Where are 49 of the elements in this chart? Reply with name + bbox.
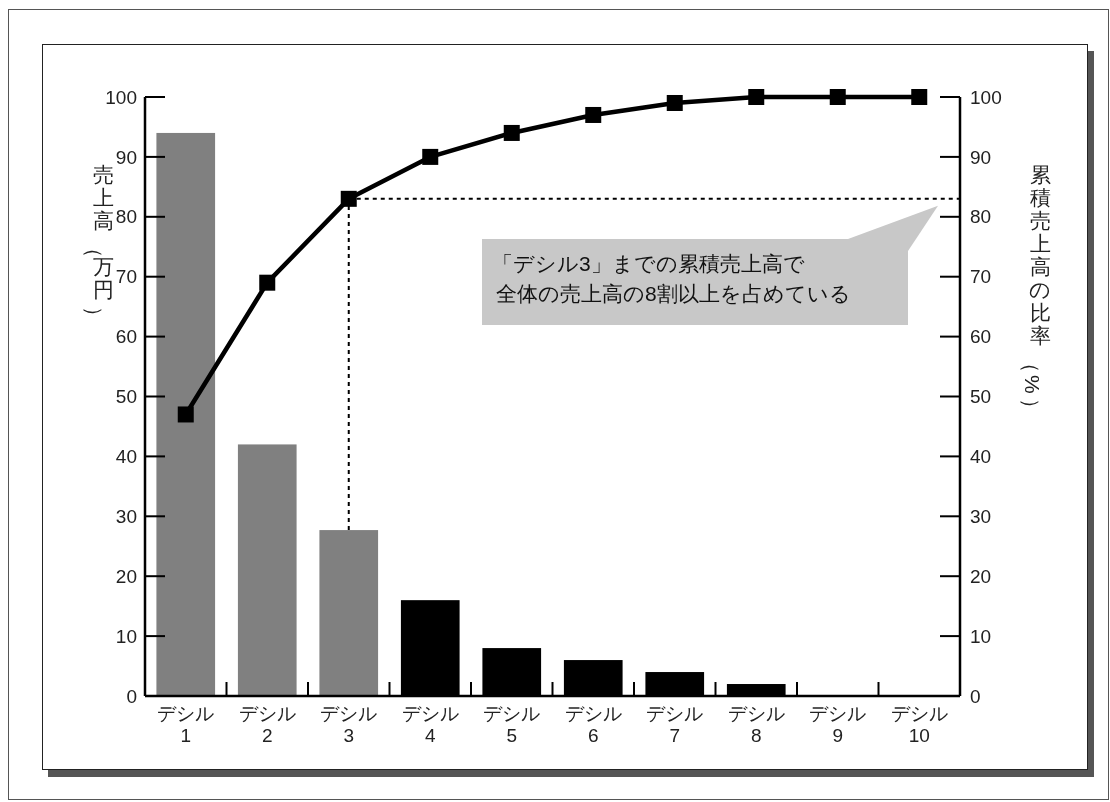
x-tick-label: デシル 8	[727, 703, 785, 746]
y2-tick-label: 80	[970, 206, 992, 228]
point	[911, 89, 928, 105]
x-tick-label: デシル 10	[890, 703, 948, 746]
x-tick-label: デシル 5	[483, 703, 541, 746]
y-tick-label: 40	[115, 446, 137, 468]
x-tick-label: デシル 3	[320, 703, 378, 746]
x-tick-label: デシル 4	[401, 703, 459, 746]
point	[503, 124, 520, 141]
y2-tick-label: 50	[970, 386, 992, 408]
x-tick-label: デシル 6	[564, 703, 622, 746]
bar	[319, 530, 379, 696]
point	[340, 190, 357, 207]
y-tick-label: 30	[115, 505, 137, 527]
bar	[237, 444, 297, 696]
annotation: 全体の売上高の8割以上を占めている	[496, 282, 851, 305]
x-tick-label: デシル 7	[646, 703, 704, 746]
y2-tick-label: 70	[970, 266, 992, 288]
y2-tick-label: 30	[970, 505, 992, 527]
y2-tick-label: 10	[970, 625, 992, 647]
y-tick-label: 20	[115, 565, 137, 587]
point	[748, 89, 765, 105]
y2-tick-label: 60	[970, 326, 992, 348]
x-tick-label: デシル 9	[809, 703, 867, 746]
y-tick-label: 10	[115, 625, 137, 647]
y-tick-label: 100	[105, 86, 137, 108]
y-tick-label: 80	[115, 206, 137, 228]
bar	[156, 132, 216, 696]
point	[829, 89, 846, 105]
annotation: 「デシル3」までの累積売上高で	[492, 252, 805, 275]
y2-tick-label: 40	[970, 446, 992, 468]
y-tick-label: 90	[115, 146, 137, 168]
x-tick-label: デシル 1	[157, 703, 215, 746]
y2-tick-label: 0	[970, 685, 981, 707]
y2-tick-label: 90	[970, 146, 992, 168]
point	[666, 94, 683, 111]
x-tick-label: デシル 2	[238, 703, 296, 746]
y-tick-label: 70	[115, 266, 137, 288]
point	[259, 274, 276, 291]
y-tick-label: 60	[115, 326, 137, 348]
y-tick-label: 0	[126, 685, 137, 707]
y-tick-label: 50	[115, 386, 137, 408]
point	[422, 148, 439, 165]
point	[585, 106, 602, 123]
text: 累積売上高の比率（%）	[1019, 163, 1051, 419]
y-axis-title: 売上高（万円）	[82, 163, 114, 327]
y2-tick-label: 20	[970, 565, 992, 587]
point	[177, 406, 194, 423]
y2-tick-label: 100	[970, 86, 1002, 108]
